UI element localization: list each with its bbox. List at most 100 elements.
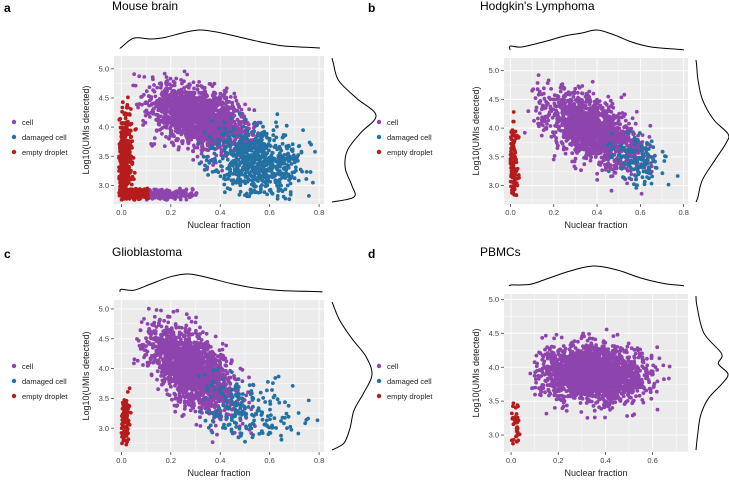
point <box>624 130 629 135</box>
point <box>191 80 196 85</box>
point <box>560 123 565 127</box>
point <box>184 109 189 114</box>
point <box>586 135 590 140</box>
point <box>156 194 161 198</box>
point <box>308 170 313 174</box>
point <box>654 166 659 170</box>
point <box>258 184 263 189</box>
point <box>606 161 611 166</box>
point <box>578 129 583 134</box>
point <box>620 115 624 120</box>
point <box>625 143 630 148</box>
y-tick-label: 4.5 <box>99 94 109 103</box>
point <box>251 129 255 134</box>
point <box>179 98 184 103</box>
point <box>222 126 227 131</box>
point <box>232 167 237 172</box>
point <box>188 99 193 103</box>
point <box>239 135 244 139</box>
point <box>213 95 218 100</box>
point <box>197 113 202 118</box>
point <box>596 136 601 141</box>
point <box>541 104 545 109</box>
point <box>241 129 246 134</box>
point <box>175 189 180 194</box>
point <box>215 142 219 147</box>
point <box>164 105 169 110</box>
point <box>220 156 225 161</box>
point <box>203 89 208 94</box>
point <box>580 105 585 109</box>
point <box>168 92 173 97</box>
point <box>151 101 156 106</box>
point <box>617 152 622 157</box>
point <box>634 186 639 190</box>
point <box>186 115 191 119</box>
point <box>135 188 140 193</box>
point <box>221 101 226 106</box>
point <box>647 176 651 181</box>
point <box>164 135 168 139</box>
point <box>220 168 225 173</box>
point <box>218 159 222 164</box>
point <box>515 166 520 171</box>
point <box>196 141 201 146</box>
point <box>598 148 602 152</box>
point <box>617 111 622 116</box>
point <box>583 133 588 138</box>
point <box>281 134 286 139</box>
point <box>576 147 581 152</box>
point <box>627 176 632 181</box>
point <box>137 102 142 106</box>
point <box>152 142 157 146</box>
point <box>278 152 283 157</box>
point <box>278 187 283 192</box>
point <box>304 177 309 181</box>
point <box>602 157 607 162</box>
y-tick-label: 3.5 <box>489 152 499 161</box>
point <box>191 90 196 95</box>
point <box>625 134 630 139</box>
point <box>151 88 156 92</box>
point <box>212 146 216 151</box>
point <box>265 192 269 197</box>
point <box>558 105 563 110</box>
point <box>631 132 636 137</box>
points-a <box>117 69 317 202</box>
point <box>221 107 226 111</box>
point <box>555 94 560 98</box>
point <box>291 153 296 158</box>
point <box>261 124 265 129</box>
point <box>635 168 640 173</box>
point <box>280 141 285 146</box>
point <box>634 148 638 153</box>
point <box>225 105 230 109</box>
point <box>556 125 561 130</box>
point <box>545 122 549 126</box>
point <box>595 171 599 176</box>
x-tick-label: 0.4 <box>215 208 225 217</box>
point <box>596 110 600 115</box>
point <box>603 153 608 158</box>
point <box>263 171 268 176</box>
point <box>174 90 179 95</box>
point <box>216 96 221 101</box>
point <box>212 151 217 156</box>
point <box>152 106 156 111</box>
point <box>226 100 230 104</box>
point <box>629 143 633 148</box>
point <box>146 190 150 194</box>
point <box>626 149 631 154</box>
point <box>179 132 184 137</box>
point <box>580 91 584 96</box>
point <box>151 111 156 116</box>
point <box>162 71 167 76</box>
point <box>258 120 263 125</box>
point <box>200 85 205 90</box>
point <box>191 149 196 154</box>
point <box>243 144 248 149</box>
legend-swatch-cell <box>376 119 382 125</box>
point <box>549 134 554 139</box>
point <box>541 91 546 96</box>
point <box>576 84 581 89</box>
